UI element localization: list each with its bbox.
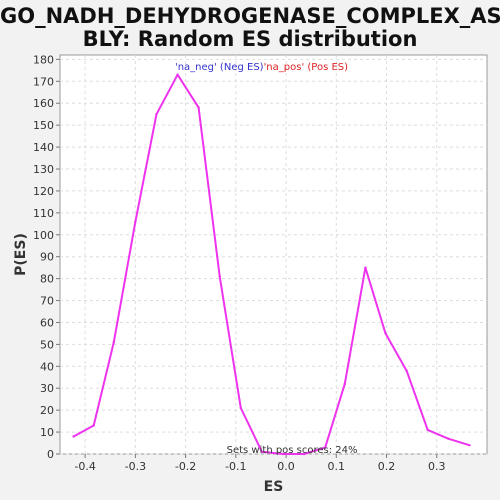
y-axis-title: P(ES): [13, 233, 29, 276]
x-axis-title: ES: [264, 479, 284, 495]
es-data-point: [384, 332, 387, 335]
chart-title-line-2: BLY: Random ES distribution: [82, 27, 418, 51]
y-tick-label: 160: [33, 97, 54, 110]
y-tick-label: 50: [40, 338, 54, 351]
es-data-point: [364, 266, 367, 269]
es-data-point: [112, 340, 115, 344]
y-tick-label: 180: [33, 53, 54, 66]
es-data-point: [260, 450, 264, 454]
x-tick-label: -0.3: [125, 460, 146, 473]
y-tick-label: 100: [33, 229, 54, 242]
y-tick-label: 170: [33, 75, 54, 88]
legend: 'na_neg' (Neg ES)'na_pos' (Pos ES): [175, 62, 348, 73]
y-tick-label: 120: [33, 185, 54, 198]
es-data-point: [302, 452, 306, 456]
y-tick-label: 150: [33, 119, 54, 132]
x-tick-label: -0.1: [225, 460, 246, 473]
axes: 0 10 20 30 40 50 60 70 80 90 100 110 120 130 140 150 160…: [33, 53, 446, 473]
es-data-point: [324, 446, 327, 449]
es-data-point: [447, 437, 450, 440]
y-tick-label: 0: [47, 448, 54, 461]
es-data-point: [72, 435, 75, 438]
es-series-line: [73, 73, 470, 455]
y-tick-label: 110: [33, 207, 54, 220]
y-tick-label: 70: [40, 295, 54, 308]
pos-scores-annotation: Sets with pos scores: 24%: [227, 445, 358, 456]
x-tick-label: -0.2: [175, 460, 196, 473]
es-data-point: [92, 424, 95, 427]
y-tick-label: 40: [40, 360, 54, 373]
es-data-point: [468, 444, 471, 447]
label-layer: ES P(ES) 'na_neg' (Neg ES)'na_pos' (Pos …: [13, 62, 358, 495]
y-tick-label: 140: [33, 141, 54, 154]
es-data-point: [343, 382, 347, 386]
y-tick-label: 20: [40, 404, 54, 417]
chart-title-line-1: GO_NADH_DEHYDROGENASE_COMPLEX_ASSEM: [0, 4, 500, 28]
grid-lines: [60, 55, 487, 455]
series-layer: [72, 73, 471, 456]
es-data-point: [176, 73, 179, 76]
es-data-point: [197, 106, 200, 109]
x-tick-label: 0.0: [277, 460, 295, 473]
y-tick-label: 90: [40, 251, 54, 264]
y-tick-label: 80: [40, 273, 54, 286]
es-data-point: [218, 275, 221, 278]
es-data-point: [155, 112, 158, 116]
y-tick-label: 10: [40, 426, 54, 439]
x-tick-label: 0.1: [328, 460, 346, 473]
y-tick-label: 30: [40, 382, 54, 395]
y-tick-label: 60: [40, 316, 54, 329]
x-tick-label: 0.2: [378, 460, 396, 473]
plot-area: [59, 54, 488, 455]
y-tick-label: 130: [33, 163, 54, 176]
es-data-point: [426, 428, 429, 432]
es-data-point: [134, 220, 137, 223]
es-data-point: [405, 369, 408, 372]
es-data-point: [281, 452, 285, 456]
x-tick-label: -0.4: [74, 460, 95, 473]
legend-entry-pos: 'na_pos' (Pos ES): [264, 62, 349, 73]
legend-entry-neg: 'na_neg' (Neg ES): [175, 62, 264, 73]
es-data-point: [239, 406, 243, 410]
x-tick-label: 0.3: [428, 460, 446, 473]
